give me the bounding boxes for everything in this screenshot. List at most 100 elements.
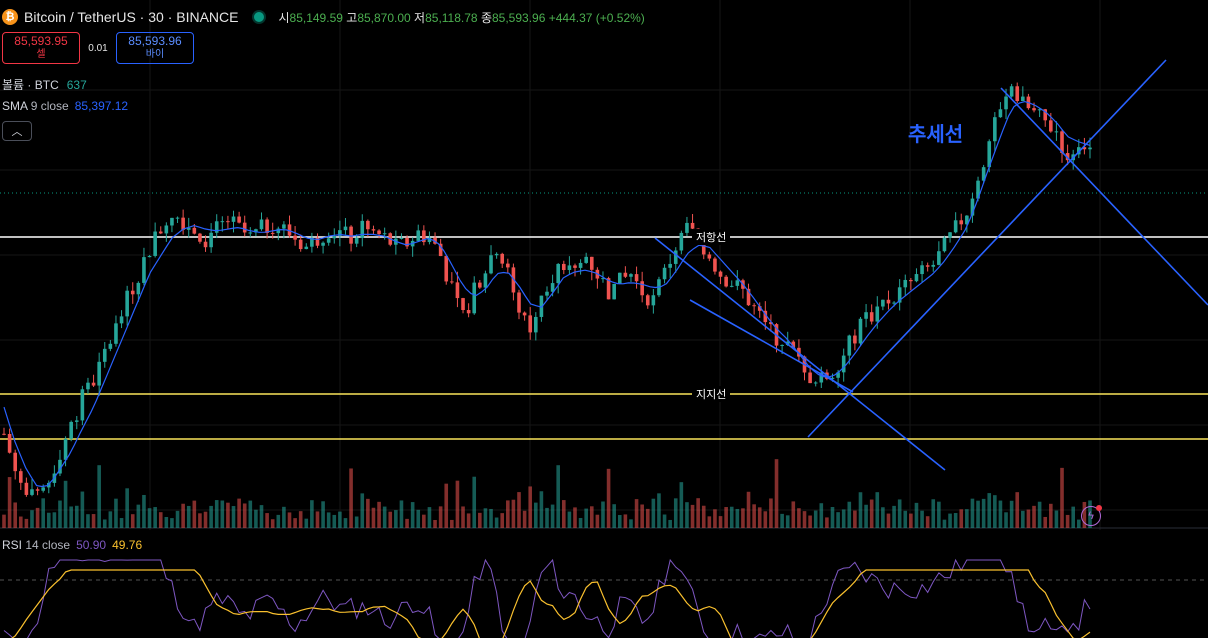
resistance-label[interactable]: 저항선 — [692, 229, 731, 245]
candle-body — [466, 310, 471, 314]
candle-body — [433, 237, 437, 244]
volume-bar — [41, 498, 45, 528]
volume-bar — [97, 465, 101, 528]
sma-line — [3, 100, 1091, 488]
volume-bar — [242, 503, 247, 528]
volume-bar — [1021, 510, 1025, 528]
candle-body — [864, 312, 868, 319]
candle-body — [965, 215, 969, 225]
volume-bar — [903, 510, 908, 528]
candle-body — [69, 421, 73, 439]
volume-bar — [483, 508, 488, 528]
rsi-legend[interactable]: RSI 14 close 50.90 49.76 — [2, 538, 142, 552]
volume-bar — [226, 502, 230, 528]
candle-body — [573, 265, 577, 268]
spread-value: 0.01 — [88, 42, 108, 54]
volume-bar — [142, 494, 146, 528]
volume-bar — [836, 512, 840, 528]
candle-body — [304, 246, 309, 250]
candle-body — [242, 222, 247, 233]
volume-bar — [819, 503, 824, 528]
volume-bar — [1060, 467, 1064, 528]
candle-body — [310, 237, 314, 247]
volume-bar — [405, 518, 409, 528]
candle-body — [830, 377, 835, 379]
candle-body — [293, 235, 297, 240]
volume-bar — [825, 517, 829, 528]
change-value: +444.37 (+0.52%) — [548, 10, 645, 25]
volume-bar — [175, 510, 180, 528]
candle-body — [506, 263, 510, 268]
volume-bar — [276, 514, 281, 528]
volume-bar — [657, 493, 661, 528]
candle-body — [58, 459, 62, 474]
volume-legend[interactable]: 볼륨 · BTC 637 — [2, 76, 87, 93]
volume-bar — [561, 500, 566, 528]
low-label: 저 — [414, 10, 426, 25]
volume-bar — [948, 513, 952, 528]
volume-bar — [914, 502, 919, 528]
volume-bar — [735, 508, 740, 528]
rsi-ma-value: 49.76 — [112, 538, 143, 552]
trend-line — [1000, 87, 1208, 306]
candle-body — [478, 282, 482, 288]
candle-body — [724, 276, 728, 287]
chevron-up-icon[interactable]: ︿ — [2, 121, 32, 141]
sell-button[interactable]: 85,593.95 셀 — [2, 32, 80, 64]
volume-bar — [315, 511, 320, 528]
lightning-icon[interactable]: ϟ — [1081, 505, 1102, 526]
candle-body — [405, 237, 409, 247]
volume-bar — [858, 492, 863, 528]
volume-bar — [478, 512, 482, 528]
candle-body — [74, 420, 79, 422]
candle-body — [209, 232, 213, 248]
candle-body — [444, 256, 449, 282]
candle-body — [589, 256, 594, 270]
candle-body — [30, 489, 34, 495]
volume-bar — [589, 506, 594, 528]
symbol-title[interactable]: Bitcoin / TetherUS · 30 · BINANCE — [24, 9, 239, 25]
candle-body — [780, 344, 784, 346]
trend-label[interactable]: 추세선 — [908, 124, 964, 146]
volume-bar — [153, 507, 157, 528]
volume-bar — [1049, 503, 1053, 528]
candle-body — [276, 228, 281, 234]
candle-body — [1082, 147, 1087, 150]
candle-body — [170, 217, 174, 226]
candle-body — [349, 226, 353, 244]
volume-bar — [1071, 506, 1076, 528]
volume-bar — [349, 468, 353, 528]
candle-body — [371, 229, 376, 231]
support-label[interactable]: 지지선 — [692, 386, 731, 402]
volume-bar — [785, 515, 790, 528]
volume-bar — [248, 500, 253, 528]
volume-bar — [46, 512, 51, 528]
chart-grid — [0, 0, 1208, 530]
volume-bar — [959, 509, 964, 528]
candle-body — [942, 237, 947, 252]
candle-body — [1088, 147, 1092, 150]
candle-body — [617, 272, 622, 284]
candle-body — [522, 312, 527, 316]
volume-bar — [1077, 519, 1081, 528]
candle-body — [892, 302, 896, 304]
candle-body — [897, 287, 902, 303]
rsi-label: RSI — [2, 538, 23, 552]
volume-bar — [494, 517, 499, 528]
candle-body — [108, 343, 113, 349]
volume-bar — [198, 513, 202, 528]
candle-body — [841, 355, 846, 373]
volume-bar — [685, 502, 689, 528]
volume-bar — [282, 506, 286, 528]
open-value: 85,149.59 — [289, 10, 343, 25]
sma-legend[interactable]: SMA 9 close 85,397.12 — [2, 99, 128, 113]
volume-bar — [797, 508, 801, 528]
candle-body — [909, 279, 913, 282]
buy-button[interactable]: 85,593.96 바이 — [116, 32, 194, 64]
volume-bar — [304, 518, 309, 528]
candle-body — [701, 236, 706, 255]
volume-bar — [534, 502, 538, 528]
candle-body — [875, 306, 880, 322]
volume-bar — [265, 513, 269, 528]
